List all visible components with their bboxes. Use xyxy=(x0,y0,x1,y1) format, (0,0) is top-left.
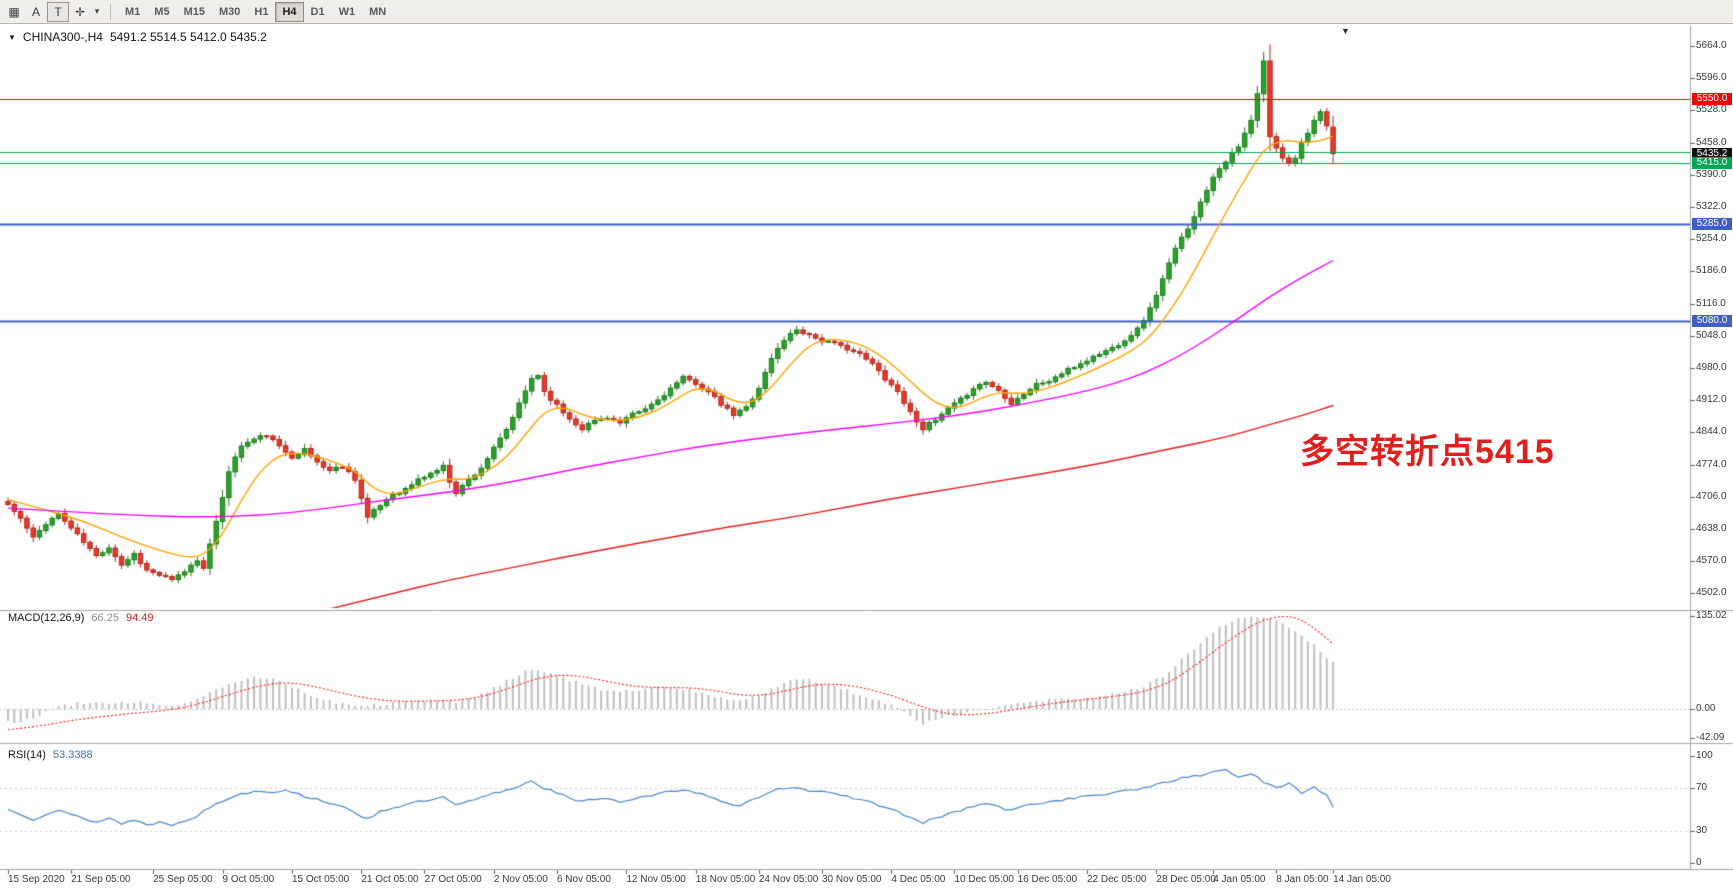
time-axis-label: 28 Dec 05:00 xyxy=(1156,874,1216,885)
time-axis-label: 15 Sep 2020 xyxy=(8,874,65,885)
time-axis-label: 4 Dec 05:00 xyxy=(891,874,946,885)
timeframe-button-W1[interactable]: W1 xyxy=(338,5,356,18)
macd-title: MACD(12,26,9) xyxy=(8,612,85,624)
timeframe-button-M5[interactable]: M5 xyxy=(154,5,170,18)
price-tick-label: 5116.0 xyxy=(1696,297,1726,309)
price-tag-5080.0: 5080.0 xyxy=(1692,314,1732,327)
time-axis-label: 8 Jan 05:00 xyxy=(1276,874,1329,885)
macd-value-signal: 94.49 xyxy=(125,612,154,624)
time-axis-label: 24 Nov 05:00 xyxy=(758,874,819,885)
tool-dropdown-caret-icon[interactable]: ▾ xyxy=(94,6,100,16)
price-tag-5415.0: 5415.0 xyxy=(1692,157,1732,170)
price-tick-label: 5664.0 xyxy=(1696,39,1727,51)
rsi-scale-label: 100 xyxy=(1696,750,1713,761)
timeframe-button-MN[interactable]: MN xyxy=(369,5,387,18)
time-axis-label: 14 Jan 05:00 xyxy=(1333,874,1391,885)
time-axis-label: 12 Nov 05:00 xyxy=(626,874,686,885)
price-tick-label: 5254.0 xyxy=(1696,232,1727,244)
chart-symbol-period: CHINA300-,H4 xyxy=(22,30,103,44)
time-axis-label: 10 Dec 05:00 xyxy=(954,874,1015,885)
price-tick-label: 4980.0 xyxy=(1696,361,1727,373)
label-a-icon[interactable]: A xyxy=(31,4,40,19)
price-tick-label: 4774.0 xyxy=(1696,458,1727,470)
price-tick-label: 5528.0 xyxy=(1696,103,1727,115)
price-tick-label: 5390.0 xyxy=(1696,168,1727,180)
toolbar-separator xyxy=(110,3,111,20)
crosshair-tool-icon[interactable]: ✛ xyxy=(74,4,86,19)
toolbar-icon-group: ▦ A T ✛ ▾ xyxy=(3,1,103,22)
rsi-value: 53.3388 xyxy=(52,749,93,761)
chart-ohlc-values: 5491.2 5514.5 5412.0 5435.2 xyxy=(109,30,267,44)
price-tick-label: 5186.0 xyxy=(1696,264,1727,276)
macd-scale-label: 135.02 xyxy=(1696,610,1727,621)
price-tick-label: 5596.0 xyxy=(1696,71,1727,83)
time-axis-label: 4 Jan 05:00 xyxy=(1213,874,1266,885)
chart-shift-marker-icon: ▼ xyxy=(1341,26,1350,36)
timeframe-button-D1[interactable]: D1 xyxy=(310,5,325,18)
timeframe-button-H4[interactable]: H4 xyxy=(275,1,304,22)
time-axis-label: 16 Dec 05:00 xyxy=(1017,874,1078,885)
macd-indicator-label: MACD(12,26,9) 66.25 94.49 xyxy=(8,612,153,624)
price-tick-label: 4638.0 xyxy=(1696,522,1727,534)
time-axis-label: 27 Oct 05:00 xyxy=(424,874,482,885)
rsi-scale-label: 70 xyxy=(1696,782,1708,794)
chart-title: ▼ CHINA300-,H4 5491.2 5514.5 5412.0 5435… xyxy=(8,30,267,44)
timeframe-button-M15[interactable]: M15 xyxy=(183,5,205,18)
macd-scale-label: -42.09 xyxy=(1696,732,1725,743)
chart-annotation-text[interactable]: 多空转折点5415 xyxy=(1300,433,1555,471)
chart-marker-icon: ▼ xyxy=(8,32,16,42)
price-tag-5435.2: 5435.2 xyxy=(1692,147,1732,160)
rsi-title: RSI(14) xyxy=(8,749,46,761)
time-axis-label: 21 Sep 05:00 xyxy=(71,874,131,885)
time-axis-label: 22 Dec 05:00 xyxy=(1087,874,1147,885)
rsi-scale-label: 0 xyxy=(1696,857,1702,868)
rsi-indicator-label: RSI(14) 53.3388 xyxy=(8,749,93,761)
price-tick-label: 4706.0 xyxy=(1696,490,1727,502)
price-tick-label: 5048.0 xyxy=(1696,329,1727,341)
price-tick-label: 5322.0 xyxy=(1696,200,1727,212)
timeframe-button-H1[interactable]: H1 xyxy=(254,5,269,18)
rsi-scale-label: 30 xyxy=(1696,824,1708,836)
price-tag-5550.0: 5550.0 xyxy=(1692,93,1732,106)
time-axis-label: 30 Nov 05:00 xyxy=(821,874,882,885)
toolbar: ▦ A T ✛ ▾ M1 M5 M15 M30 H1 H4 D1 W1 MN xyxy=(0,0,1733,24)
text-tool-icon[interactable]: T xyxy=(47,1,69,22)
price-tick-label: 4502.0 xyxy=(1696,586,1727,598)
price-tag-5285.0: 5285.0 xyxy=(1692,218,1732,231)
macd-value-main: 66.25 xyxy=(91,612,119,624)
chart-canvas[interactable] xyxy=(0,25,1733,894)
time-axis-label: 15 Oct 05:00 xyxy=(291,874,350,885)
price-tick-label: 5458.0 xyxy=(1696,136,1727,148)
charts-tile-icon[interactable]: ▦ xyxy=(8,4,20,19)
timeframe-button-M1[interactable]: M1 xyxy=(125,5,141,18)
macd-scale-label: 0.00 xyxy=(1696,703,1716,714)
price-tick-label: 4570.0 xyxy=(1696,554,1727,566)
time-axis-label: 9 Oct 05:00 xyxy=(222,874,275,885)
timeframe-button-M30[interactable]: M30 xyxy=(218,5,241,18)
time-axis-label: 2 Nov 05:00 xyxy=(493,874,548,885)
price-tick-label: 4844.0 xyxy=(1696,425,1727,437)
time-axis-label: 21 Oct 05:00 xyxy=(361,874,419,885)
time-axis-label: 18 Nov 05:00 xyxy=(695,874,756,885)
time-axis-label: 25 Sep 05:00 xyxy=(153,874,213,885)
time-axis-label: 6 Nov 05:00 xyxy=(556,874,611,885)
timeframe-button-group: M1 M5 M15 M30 H1 H4 D1 W1 MN xyxy=(118,1,393,22)
price-tick-label: 4912.0 xyxy=(1696,393,1727,405)
